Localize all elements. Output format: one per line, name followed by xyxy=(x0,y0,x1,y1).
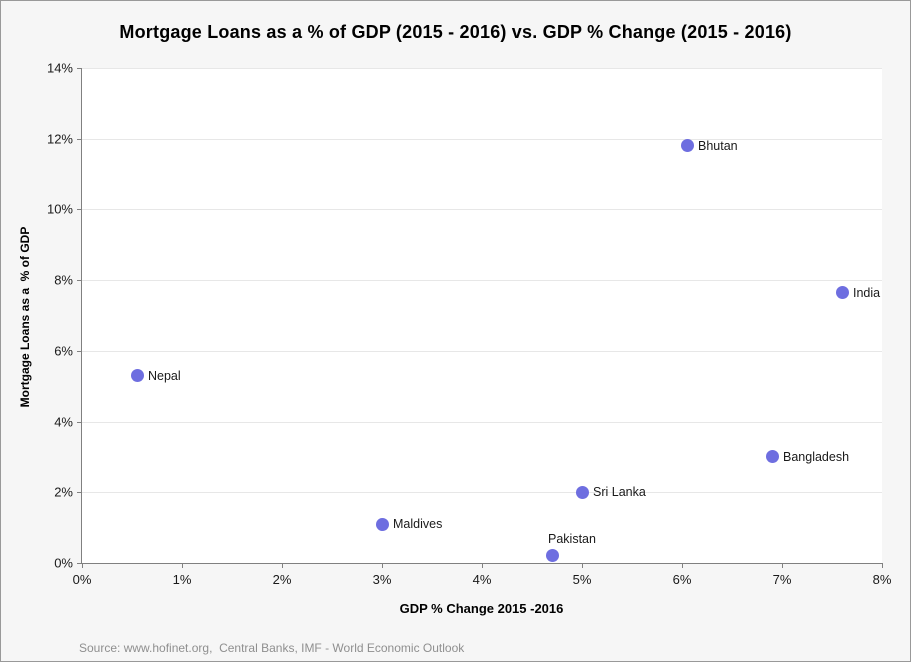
x-tick-mark xyxy=(582,563,583,568)
y-tick-label: 0% xyxy=(54,555,73,571)
point-label-maldives: Maldives xyxy=(393,517,443,532)
y-tick-label: 8% xyxy=(54,272,73,288)
x-tick-label: 5% xyxy=(572,572,592,587)
point-label-bhutan: Bhutan xyxy=(698,138,738,153)
gridline xyxy=(82,138,882,140)
gridline xyxy=(82,209,882,211)
y-tick-mark xyxy=(77,68,82,69)
source-note: Source: www.hofinet.org, Central Banks, … xyxy=(79,641,465,655)
data-point-nepal xyxy=(130,369,144,383)
data-point-pakistan xyxy=(545,549,559,563)
data-point-bangladesh xyxy=(765,450,779,464)
y-tick-mark xyxy=(77,350,82,352)
x-tick-mark xyxy=(282,563,283,568)
x-tick-mark xyxy=(182,563,183,568)
y-axis-title: Mortgage Loans as a % of GDP xyxy=(18,226,32,408)
x-tick-label: 6% xyxy=(672,572,692,587)
x-tick-label: 3% xyxy=(372,572,392,587)
y-tick-label: 6% xyxy=(54,343,73,359)
y-tick-label: 12% xyxy=(46,131,73,147)
y-tick-label: 14% xyxy=(46,60,73,76)
point-label-india: India xyxy=(853,285,881,300)
data-point-sri-lanka xyxy=(575,485,589,499)
y-tick-mark xyxy=(77,280,82,282)
x-tick-mark xyxy=(782,563,783,568)
x-tick-label: 2% xyxy=(272,572,292,587)
gridline xyxy=(82,492,882,494)
data-point-india xyxy=(835,286,849,300)
plot-area: 0% 2% 4% 6% 8% 10% 12% 14% 0% 1% 2% 3% 4% 5% 6% 7% 8% Bhu… xyxy=(47,61,891,588)
point-label-nepal: Nepal xyxy=(148,368,181,383)
gridline xyxy=(82,280,882,282)
x-tick-label: 0% xyxy=(72,572,92,587)
point-label-pakistan: Pakistan xyxy=(548,531,596,546)
x-tick-mark xyxy=(482,563,483,568)
y-tick-label: 2% xyxy=(54,484,73,500)
data-point-bhutan xyxy=(680,139,694,153)
x-tick-mark xyxy=(82,563,83,568)
y-tick-mark xyxy=(77,209,82,211)
x-tick-label: 4% xyxy=(472,572,492,587)
data-point-maldives xyxy=(375,517,389,531)
point-label-bangladesh: Bangladesh xyxy=(783,449,850,464)
x-tick-label: 1% xyxy=(172,572,192,587)
y-tick-mark xyxy=(77,492,82,494)
y-tick-label: 10% xyxy=(46,201,73,217)
x-tick-mark xyxy=(682,563,683,568)
y-tick-mark xyxy=(77,138,82,140)
x-axis-title: GDP % Change 2015 -2016 xyxy=(399,601,564,616)
gridline xyxy=(82,421,882,423)
y-tick-mark xyxy=(77,563,82,564)
y-tick-mark xyxy=(77,421,82,423)
x-tick-label: 8% xyxy=(872,572,892,587)
y-tick-label: 4% xyxy=(54,414,73,430)
gridline xyxy=(82,68,882,69)
x-tick-mark xyxy=(382,563,383,568)
chart-title: Mortgage Loans as a % of GDP (2015 - 201… xyxy=(119,22,792,42)
x-tick-label: 7% xyxy=(772,572,792,587)
gridline xyxy=(82,350,882,352)
x-tick-mark xyxy=(882,563,883,568)
point-label-sri-lanka: Sri Lanka xyxy=(593,485,646,500)
